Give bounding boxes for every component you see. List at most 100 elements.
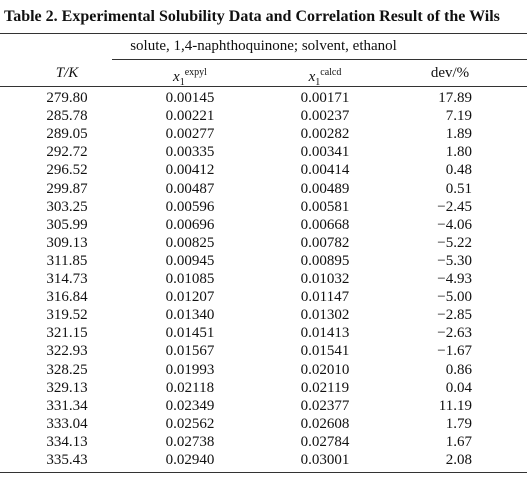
table-cell: 0.00782 [300,234,350,251]
table-cell: 0.86 [445,361,472,378]
table-cell: −1.67 [437,343,472,360]
table-cell: 285.78 [46,108,88,125]
rule [0,472,527,473]
table-cell: 0.02608 [300,415,350,432]
table-cell: 0.02010 [300,361,350,378]
table-cell: 0.02119 [300,379,350,396]
table-cell: 0.01085 [165,271,215,287]
table-cell: 0.02377 [300,397,350,414]
table-cell: 0.02940 [165,452,215,468]
table-cell: −4.93 [437,271,472,287]
table-cell: 331.34 [46,397,88,414]
table-cell: 0.00414 [300,162,350,179]
table-cell: 309.13 [46,234,88,251]
table-cell: 0.01541 [300,343,350,360]
table-cell: 0.01451 [165,325,215,342]
table-cell: −2.63 [437,325,472,342]
table-cell: 319.52 [46,307,88,324]
table-cell: 17.89 [438,90,472,106]
header-text: T/K [55,65,79,81]
header-sub: 1 [179,77,185,88]
table-cell: 0.02738 [165,433,215,450]
table-cell: 311.85 [46,252,88,269]
table-cell: −4.06 [437,216,472,233]
table-cell: 0.00221 [165,108,215,125]
rule [0,33,527,34]
table-cell: 0.00945 [165,252,215,269]
table-cell: 0.00282 [300,126,350,143]
table-cell: 305.99 [46,216,88,233]
table-cell: 329.13 [46,379,88,396]
table-cell: 314.73 [46,271,88,287]
header-cell: x1calcd [275,64,375,92]
table-cell: 0.00581 [300,198,350,215]
table-cell: 0.04 [445,379,472,396]
header-sup: expyl [184,67,207,78]
table-cell: 322.93 [46,343,88,360]
table-cell: 292.72 [46,144,88,161]
table-cell: −5.00 [437,289,472,306]
table-title: Table 2. Experimental Solubility Data an… [4,8,500,25]
table-cell: 0.00412 [165,162,215,179]
table-cell: 0.01147 [300,289,350,306]
table-cell: 0.01032 [300,271,350,287]
table-cell: 328.25 [46,361,88,378]
table-cell: 0.00489 [300,180,350,197]
table-cell: 0.00341 [300,144,350,161]
table-subtitle: solute, 1,4-naphthoquinone; solvent, eth… [130,38,397,54]
table-cell: 0.00668 [300,216,350,233]
table-cell: 335.43 [46,452,88,468]
rule [112,59,527,60]
table-cell: 279.80 [46,90,88,106]
table-cell: 0.00596 [165,198,215,215]
table-cell: −5.22 [437,234,472,251]
table-cell: 296.52 [46,162,88,179]
table-cell: 0.00696 [165,216,215,233]
table-cell: 333.04 [46,415,88,432]
table-cell: 0.00335 [165,144,215,161]
table-cell: −2.85 [437,307,472,324]
table-cell: 11.19 [438,397,472,414]
table-cell: 0.03001 [300,452,350,468]
table-cell: 0.01413 [300,325,350,342]
header-cell: x1expyl [140,64,240,92]
header-sub: 1 [315,77,321,88]
table-cell: 1.67 [445,433,472,450]
table-cell: 1.80 [445,144,472,161]
rule [0,86,527,87]
header-sup: calcd [320,67,342,78]
table-cell: 0.00895 [300,252,350,269]
table-cell: 0.00145 [165,90,215,106]
table-cell: 303.25 [46,198,88,215]
header-text: x [173,69,180,85]
table-cell: 334.13 [46,433,88,450]
table-cell: 0.02784 [300,433,350,450]
table-cell: 316.84 [46,289,88,306]
table-cell: 7.19 [445,108,472,125]
table-cell: −5.30 [437,252,472,269]
header-cell: dev/% [400,64,500,82]
header-text: x [308,69,316,85]
table-cell: 289.05 [46,126,88,143]
table-cell: 0.00171 [300,90,350,106]
table-cell: 0.02349 [165,397,215,414]
table-cell: 1.79 [445,415,472,432]
table-cell: 299.87 [46,180,88,197]
table-cell: 0.01993 [165,361,215,378]
table-cell: 0.00487 [165,180,215,197]
table-cell: 0.01302 [300,307,350,324]
table-cell: 0.02118 [165,379,215,396]
table-cell: 0.02562 [165,415,215,432]
table-cell: 0.00237 [300,108,350,125]
table-cell: 321.15 [46,325,88,342]
table-cell: 0.01567 [165,343,215,360]
table-cell: 1.89 [445,126,472,143]
header-text: dev/% [430,65,470,81]
table-cell: 0.01340 [165,307,215,324]
header-cell: T/K [17,64,117,82]
table-cell: −2.45 [437,198,472,215]
table-cell: 0.00825 [165,234,215,251]
table-cell: 0.48 [445,162,472,179]
table-cell: 0.01207 [165,289,215,306]
